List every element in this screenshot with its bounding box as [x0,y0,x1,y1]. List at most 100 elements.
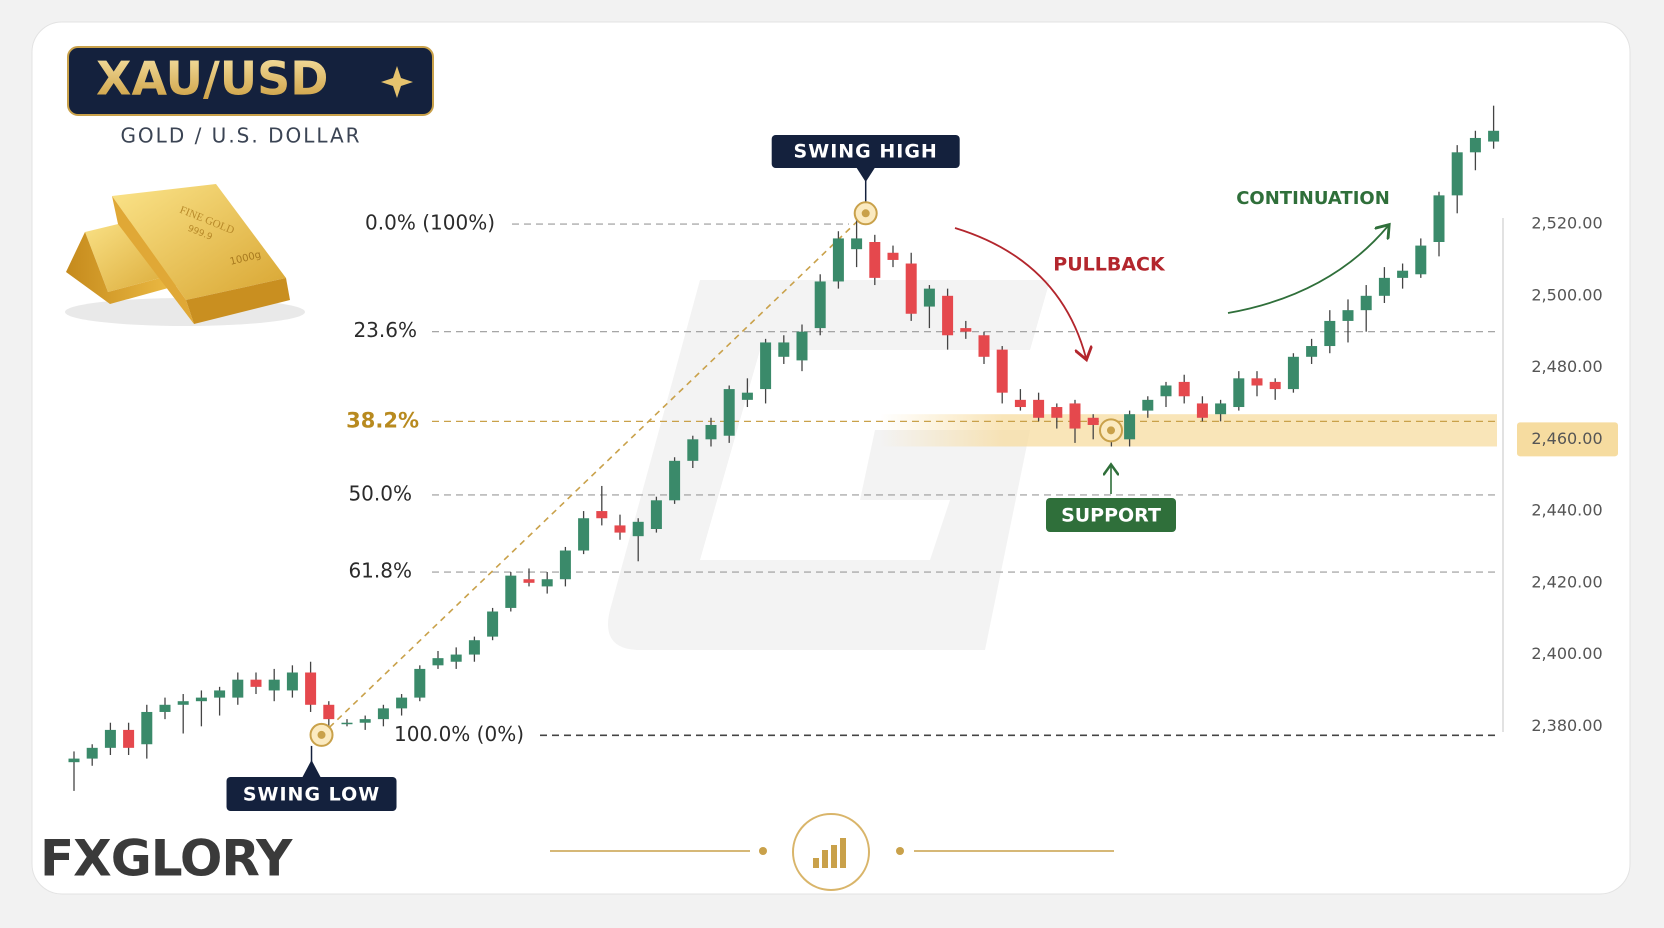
candle-body [1233,378,1245,408]
candle-body [487,611,499,637]
fib-label: 50.0% [348,481,412,505]
candle-body [832,238,844,282]
candle-body [432,658,444,666]
candle-body [960,328,972,332]
subtitle: GOLD / U.S. DOLLAR [120,124,361,148]
swing-low-badge [226,777,397,811]
candle-body [687,439,699,461]
candle-body [523,579,535,583]
candle-body [851,238,863,250]
candle-body [1033,399,1045,418]
candle-body [414,668,426,698]
candle-body [1215,403,1227,415]
candle-body [250,679,262,687]
candle-body [177,701,189,705]
highlight-tick-bg [1517,422,1618,457]
candle-body [1196,403,1208,418]
continuation-arrow [1227,226,1388,314]
title-star [381,66,413,98]
candle-body [1360,295,1372,311]
candle-body [814,281,826,329]
y-tick-label: 2,520.00 [1531,214,1602,233]
fib-label: 61.8% [348,559,412,583]
candle-body [377,708,389,720]
candle-body [141,711,153,745]
swing-connector [320,212,867,736]
candle-body [578,518,590,551]
y-tick-label: 2,480.00 [1531,357,1602,376]
pullback-arrow [954,227,1086,358]
candle-body [86,747,98,759]
y-tick-label: 2,400.00 [1531,644,1602,663]
candle-body [286,672,298,691]
candle-body [1378,277,1390,296]
y-tick-label: 2,440.00 [1531,501,1602,520]
gold-bars: FINE GOLD 999.9 1000g [65,184,305,326]
support-zone [880,414,1497,447]
candle-body [450,654,462,662]
watermark [608,280,1050,650]
candle-body [1469,137,1481,153]
candle-body [159,704,171,712]
support-dot [1107,426,1115,435]
candle-body [1014,399,1026,408]
swing-high-label: SWING HIGH [794,141,938,163]
candle-body [1269,381,1281,390]
swing-low-pointer-head [302,760,321,777]
candle-body [796,331,808,361]
swing-high-pointer-head [856,168,875,182]
candle-body [323,704,335,720]
candle-body [396,697,408,709]
candle-body [1488,130,1500,142]
candle-body [669,460,681,501]
candle-body [923,288,935,307]
continuation-label: CONTINUATION [1236,188,1390,209]
candle-body [869,242,881,278]
candle-body [1397,270,1409,278]
candle-body [614,525,626,533]
pullback-label: PULLBACK [1053,254,1166,276]
fib-label: 0.0% (100%) [365,211,495,235]
candle-body [559,550,571,580]
logo: FXGLORY [40,830,293,888]
fib-label: 100.0% (0%) [394,722,524,746]
candle-body [268,679,280,691]
swing-low-dot [317,730,326,739]
candle-body [1160,385,1172,397]
candle-body [905,263,917,314]
bottom-decoration [550,813,1114,891]
candle-body [1342,310,1354,321]
candle-body [214,690,226,698]
candle-body [68,758,80,763]
candle-body [887,252,899,260]
candle-body [1178,381,1190,397]
candle-body [123,729,135,748]
candle-body [1142,399,1154,411]
swing-high-dot [861,209,870,218]
candle-body [1069,403,1081,429]
candle-body [1251,378,1263,386]
candle-body [1051,407,1063,418]
candle-body [1433,195,1445,242]
candle-body [650,500,662,529]
support-badge [1046,498,1176,532]
candle-body [1324,320,1336,347]
candle-body [632,521,644,537]
candle-body [341,722,353,725]
title: XAU/USD [96,52,328,106]
candle-body [978,335,990,357]
candle-body [1451,152,1463,196]
y-tick-label: 2,460.00 [1531,429,1602,448]
fib-label: 38.2% [346,408,419,432]
candle-body [778,342,790,357]
y-tick-label: 2,500.00 [1531,285,1602,304]
candle-body [723,389,735,436]
candle-body [359,719,371,723]
candle-body [541,579,553,587]
swing-high-badge [771,135,960,168]
candle-body [1287,356,1299,390]
candle-body [1087,417,1099,425]
candle-body [1415,245,1427,275]
